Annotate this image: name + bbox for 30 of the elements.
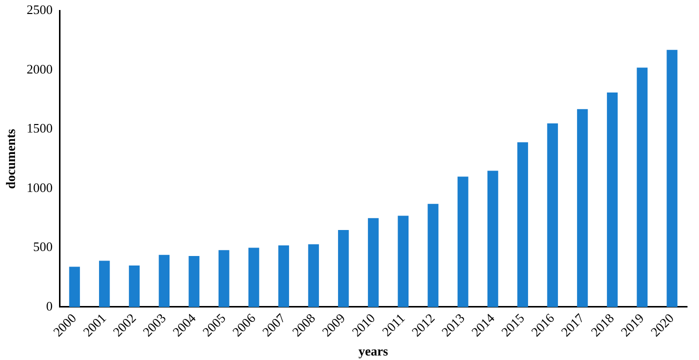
bar (338, 230, 349, 307)
bar (458, 176, 468, 307)
bar (69, 266, 80, 307)
bar (188, 256, 200, 307)
y-tick-label: 1000 (26, 180, 53, 195)
bar (368, 218, 379, 307)
y-tick-label: 1500 (26, 120, 53, 136)
bar (487, 170, 498, 307)
y-axis-title: documents (3, 128, 18, 189)
y-tick-label: 2500 (26, 2, 53, 18)
bar (428, 204, 438, 307)
bar (128, 266, 140, 307)
bar (308, 244, 319, 307)
bar (278, 245, 290, 307)
bar (398, 216, 409, 307)
x-tick-label: 2011 (379, 310, 408, 340)
y-tick-label: 500 (33, 239, 53, 254)
bar (666, 50, 678, 307)
bar (248, 248, 260, 307)
bar (99, 260, 110, 307)
x-axis-title: years (358, 344, 388, 359)
bar (577, 109, 588, 307)
bar (158, 254, 170, 307)
bar (606, 92, 618, 307)
bar (517, 142, 528, 307)
bar (636, 68, 648, 307)
y-tick-label: 2000 (26, 61, 53, 76)
y-tick-label: 0 (46, 298, 53, 314)
bar (218, 250, 230, 307)
bar (547, 123, 558, 307)
